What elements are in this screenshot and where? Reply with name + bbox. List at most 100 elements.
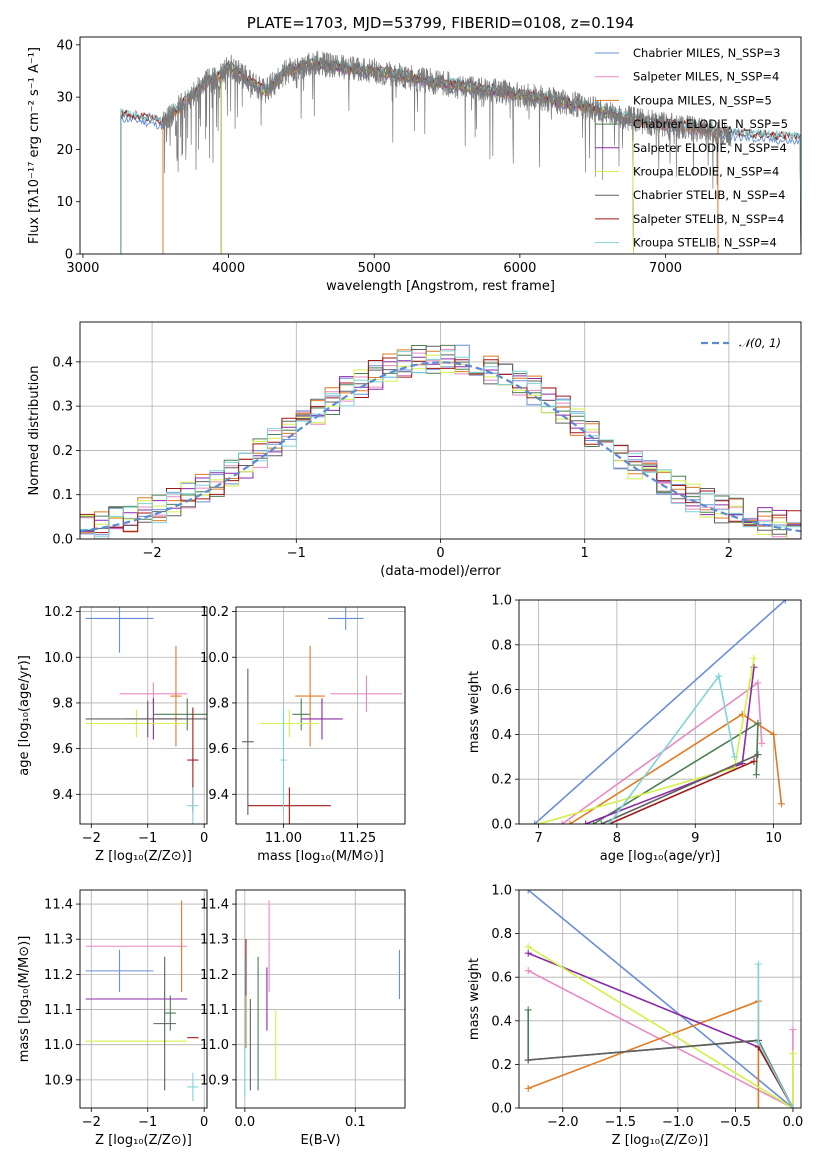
mass-weight-marker [789, 1050, 797, 1057]
legend-entry: Kroupa MILES, N_SSP=5 [633, 93, 772, 107]
y-tick-label: 0.8 [491, 638, 512, 653]
x-axis-label: E(B-V) [300, 1133, 340, 1148]
y-tick-label: 11.4 [200, 898, 229, 913]
model-spectrum-line [220, 57, 634, 254]
x-tick-label: 10 [765, 831, 782, 846]
y-tick-label: 10.0 [44, 651, 73, 666]
age-vs-metallicity-panel: −2 −1 0 9.4 9.6 9.8 10.0 10.2 Z [log₁₀(Z/Z⊙)] age… [17, 605, 208, 864]
y-tick-label: 11.0 [200, 1038, 229, 1053]
y-tick-label: 0.0 [491, 818, 512, 833]
mass-vs-extinction-panel: 0.0 0.1 10.9 11.0 11.1 11.2 11.3 11.4 E(B-V) [200, 889, 406, 1148]
mass-vs-metallicity-panel: −2 −1 0 10.9 11.0 11.1 11.2 11.3 11.4 Z [log₁₀(Z/… [17, 889, 208, 1148]
mass-weight-marker [781, 600, 789, 604]
spectrum-panel: 3000 4000 5000 6000 7000 0 10 20 30 40 wavelength … [27, 14, 802, 294]
x-tick-label: 7000 [649, 261, 682, 276]
y-tick-label: 9.4 [52, 788, 73, 803]
legend-entry: Chabrier MILES, N_SSP=3 [633, 46, 780, 60]
x-tick-label: −1 [287, 546, 306, 561]
x-tick-label: −0.5 [720, 1115, 752, 1130]
x-tick-label: −2 [82, 831, 101, 846]
mass-weight-marker [750, 654, 758, 662]
plot-frame [518, 889, 802, 1109]
mass-weight-marker [754, 960, 762, 968]
x-tick-label: 6000 [503, 261, 536, 276]
plot-frame [79, 606, 208, 825]
y-tick-label: 0.0 [491, 1102, 512, 1117]
y-tick-label: 0.4 [52, 355, 73, 370]
mass-weight-line [592, 721, 759, 824]
y-tick-label: 9.6 [208, 742, 229, 757]
mass-weight-marker [754, 751, 762, 759]
plot-frame [235, 889, 406, 1109]
y-axis-label: age [log₁₀(age/yr)] [17, 655, 32, 776]
y-tick-label: 30 [56, 91, 73, 106]
weight-vs-metallicity-panel: −2.0 −1.5 −1.0 −0.5 0.0 0.0 0.2 0.4 0.6 0.8 1.0 Z [… [467, 884, 803, 1149]
mass-weight-marker [582, 820, 590, 824]
legend-entry: Salpeter STELIB, N_SSP=4 [633, 212, 784, 226]
x-tick-label: 8 [613, 831, 621, 846]
x-tick-label: −1 [138, 831, 157, 846]
legend-entry: Salpeter ELODIE, N_SSP=4 [633, 141, 787, 155]
observed-spectrum-line [162, 50, 732, 189]
mass-weight-marker [777, 800, 785, 808]
y-tick-label: 9.8 [52, 696, 73, 711]
x-axis-label: (data-model)/error [380, 564, 501, 579]
y-tick-label: 0 [65, 248, 73, 263]
y-axis-label: Normed distribution [27, 366, 42, 496]
plot-frame [235, 606, 406, 825]
y-tick-label: 0.8 [491, 927, 512, 942]
mass-weight-marker [715, 672, 723, 680]
y-tick-label: 40 [56, 38, 73, 53]
mass-weight-marker [730, 753, 738, 761]
histogram-steps [80, 350, 801, 538]
x-tick-label: −2.0 [547, 1115, 579, 1130]
weight-vs-age-panel: 7 8 9 10 0.0 0.2 0.4 0.6 0.8 1.0 age [log₁₀(age/yr… [467, 594, 802, 864]
mass-weight-marker [535, 820, 543, 824]
legend-entry: Chabrier ELODIE, N_SSP=5 [633, 117, 788, 131]
plot-frame [79, 889, 208, 1109]
y-tick-label: 10.9 [200, 1073, 229, 1088]
x-axis-label: Z [log₁₀(Z/Z⊙)] [95, 849, 192, 864]
x-tick-label: −2 [143, 546, 162, 561]
x-tick-label: 7 [534, 831, 542, 846]
mass-weight-line [527, 946, 794, 1108]
mass-weight-marker [524, 943, 532, 951]
x-tick-label: 3000 [66, 261, 99, 276]
x-tick-label: −2 [82, 1115, 101, 1130]
x-tick-label: 5000 [358, 261, 391, 276]
mass-weight-marker [558, 820, 566, 824]
y-tick-label: 0.6 [491, 683, 512, 698]
y-tick-label: 0.6 [491, 971, 512, 986]
y-tick-label: 1.0 [491, 594, 512, 609]
legend-entry: Salpeter MILES, N_SSP=4 [633, 70, 779, 84]
mass-weight-line [527, 952, 794, 1108]
legend-entry: Chabrier STELIB, N_SSP=4 [633, 188, 785, 202]
y-tick-label: 10.2 [44, 605, 73, 620]
mass-weight-line [527, 1009, 794, 1108]
mass-weight-marker [754, 1039, 762, 1047]
x-tick-label: −1.0 [662, 1115, 694, 1130]
x-tick-label: 0 [200, 1115, 208, 1130]
mass-weight-marker [758, 739, 766, 747]
mass-weight-marker [754, 1104, 762, 1108]
x-tick-label: 11.25 [339, 831, 376, 846]
x-tick-label: 0.0 [234, 1115, 255, 1130]
y-tick-label: 0.0 [52, 533, 73, 548]
y-tick-label: 11.3 [200, 933, 229, 948]
y-axis-label: mass weight [467, 671, 482, 753]
y-tick-label: 10 [56, 195, 73, 210]
y-axis-label: Flux [fλ10⁻¹⁷ erg cm⁻² s⁻¹ A⁻¹] [27, 47, 42, 244]
mass-weight-marker [770, 730, 778, 738]
mass-weight-line [757, 964, 794, 1108]
plot-frame [518, 599, 802, 825]
x-tick-label: 9 [691, 831, 699, 846]
y-tick-label: 0.2 [52, 444, 73, 459]
mass-weight-marker [750, 757, 758, 765]
plot-frame [79, 36, 802, 255]
mass-weight-marker [752, 771, 760, 779]
model-spectrum-line [220, 61, 634, 254]
x-tick-label: 0 [436, 546, 444, 561]
chart-title: PLATE=1703, MJD=53799, FIBERID=0108, z=0… [247, 14, 634, 32]
x-tick-label: 1 [581, 546, 589, 561]
x-tick-label: 2 [725, 546, 733, 561]
